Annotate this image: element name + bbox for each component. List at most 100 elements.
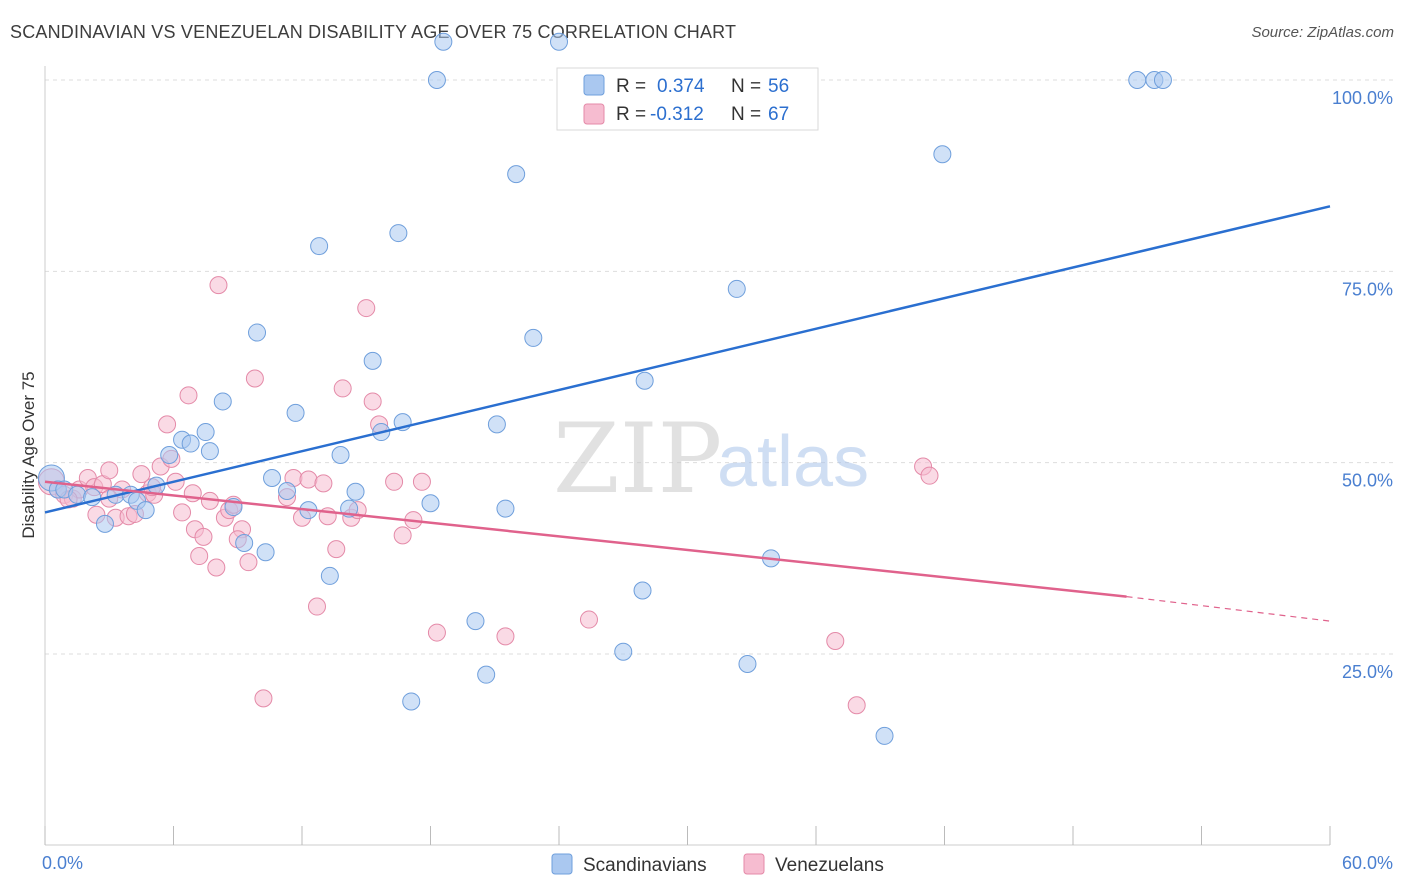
scandinavian-point	[320, 566, 339, 585]
venezuelan-point	[327, 540, 346, 559]
legend-r-label: R =	[616, 76, 646, 97]
y-axis-title: Disability Age Over 75	[19, 371, 38, 538]
scandinavian-point	[95, 514, 114, 533]
venezuelan-point	[194, 527, 213, 546]
scandinavian-point	[248, 323, 267, 342]
venezuelan-trend-line	[44, 480, 1127, 598]
venezuelan-point	[179, 386, 198, 405]
scandinavian-point	[427, 71, 446, 89]
source-label: Source: ZipAtlas.com	[1251, 24, 1394, 41]
scandinavian-point	[434, 32, 453, 51]
legend-swatch-scandinavians	[551, 853, 573, 875]
scandinavian-point	[507, 165, 526, 184]
scandinavian-point	[136, 501, 155, 520]
legend-n-label: N =	[731, 104, 761, 125]
scandinavian-point	[421, 494, 440, 513]
venezuelan-point	[579, 610, 598, 629]
scandinavian-point	[633, 581, 652, 600]
venezuelan-point	[496, 627, 515, 646]
scandinavian-point	[68, 485, 87, 504]
legend-n-label: N =	[731, 76, 761, 97]
scandinavian-trend-line	[44, 205, 1331, 514]
venezuelan-point	[158, 415, 177, 434]
scandinavian-point	[466, 612, 485, 631]
scandinavian-point	[1153, 71, 1172, 89]
y-tick-label: 50.0%	[1342, 471, 1393, 491]
scandinavian-point	[196, 423, 215, 442]
scandinavian-point	[181, 434, 200, 453]
legend-r-value: -0.312	[650, 104, 704, 125]
venezuelan-point	[412, 472, 431, 491]
scandinavian-point	[160, 446, 179, 465]
scandinavian-point	[1128, 71, 1147, 89]
scandinavian-point	[331, 446, 350, 465]
trend-lines	[44, 205, 1331, 622]
scandinavian-point	[477, 665, 496, 684]
x-tick-label-min: 0.0%	[42, 853, 83, 873]
legend-swatch-venezuelans	[743, 853, 765, 875]
y-tick-label: 25.0%	[1342, 662, 1393, 682]
legend-r-label: R =	[616, 104, 646, 125]
scandinavian-point	[738, 654, 757, 673]
scandinavian-point	[310, 237, 329, 256]
scandinavian-point	[286, 403, 305, 422]
scandinavian-point	[614, 642, 633, 661]
venezuelan-point	[385, 472, 404, 491]
legend-swatch-venezuelans	[583, 103, 605, 125]
legend-swatch-scandinavians	[583, 74, 605, 96]
scandinavian-point	[402, 692, 421, 711]
venezuelan-point	[239, 553, 258, 572]
venezuelan-point	[920, 466, 939, 485]
legend-label-venezuelans: Venezuelans	[775, 855, 884, 876]
watermark: ZIP atlas	[553, 403, 869, 515]
venezuelan-point	[254, 689, 273, 708]
venezuelan-point	[207, 558, 226, 577]
scandinavian-point	[933, 145, 952, 164]
scandinavian-point	[550, 32, 568, 51]
legend-r-value: 0.374	[657, 76, 705, 97]
scandinavian-point	[256, 543, 275, 562]
venezuelan-point	[357, 299, 376, 318]
scandinavian-point	[727, 279, 746, 298]
venezuelan-point	[299, 470, 318, 489]
y-tick-labels: 25.0% 50.0% 75.0% 100.0%	[1332, 88, 1393, 682]
venezuelan-point	[132, 465, 151, 484]
scandinavian-point	[487, 415, 506, 434]
x-tick-label-max: 60.0%	[1342, 853, 1393, 873]
venezuelan-point	[245, 369, 264, 388]
scandinavian-point	[346, 482, 365, 501]
legend-n-value: 56	[768, 76, 789, 97]
venezuelan-point	[847, 696, 866, 715]
y-tick-label: 100.0%	[1332, 88, 1393, 108]
venezuelan-trend-extension	[1126, 596, 1331, 622]
venezuelan-point	[314, 474, 333, 493]
scandinavian-point	[635, 371, 654, 390]
legend-n-value: 67	[768, 104, 789, 125]
venezuelan-point	[333, 379, 352, 398]
scandinavian-point	[389, 224, 408, 243]
watermark-zip: ZIP	[553, 403, 722, 515]
venezuelan-point	[173, 503, 192, 522]
scandinavian-point	[496, 499, 515, 518]
venezuelan-points	[37, 71, 939, 715]
scandinavian-point	[213, 392, 232, 411]
scandinavian-point	[524, 328, 543, 347]
venezuelan-point	[190, 547, 209, 566]
venezuelan-point	[209, 276, 228, 295]
y-tick-label: 75.0%	[1342, 279, 1393, 299]
scandinavian-point	[363, 351, 382, 370]
scandinavian-point	[235, 534, 254, 553]
axes	[44, 66, 1331, 846]
venezuelan-point	[100, 461, 119, 480]
venezuelan-point	[393, 526, 412, 545]
watermark-atlas: atlas	[717, 422, 869, 502]
scandinavian-point	[278, 481, 297, 500]
scandinavian-points	[37, 32, 1172, 745]
scandinavian-point	[263, 468, 282, 487]
scandinavian-point	[200, 442, 219, 461]
venezuelan-point	[307, 597, 326, 616]
venezuelan-point	[826, 631, 845, 650]
legend-series: Scandinavians Venezuelans	[551, 853, 884, 876]
venezuelan-point	[427, 623, 446, 642]
